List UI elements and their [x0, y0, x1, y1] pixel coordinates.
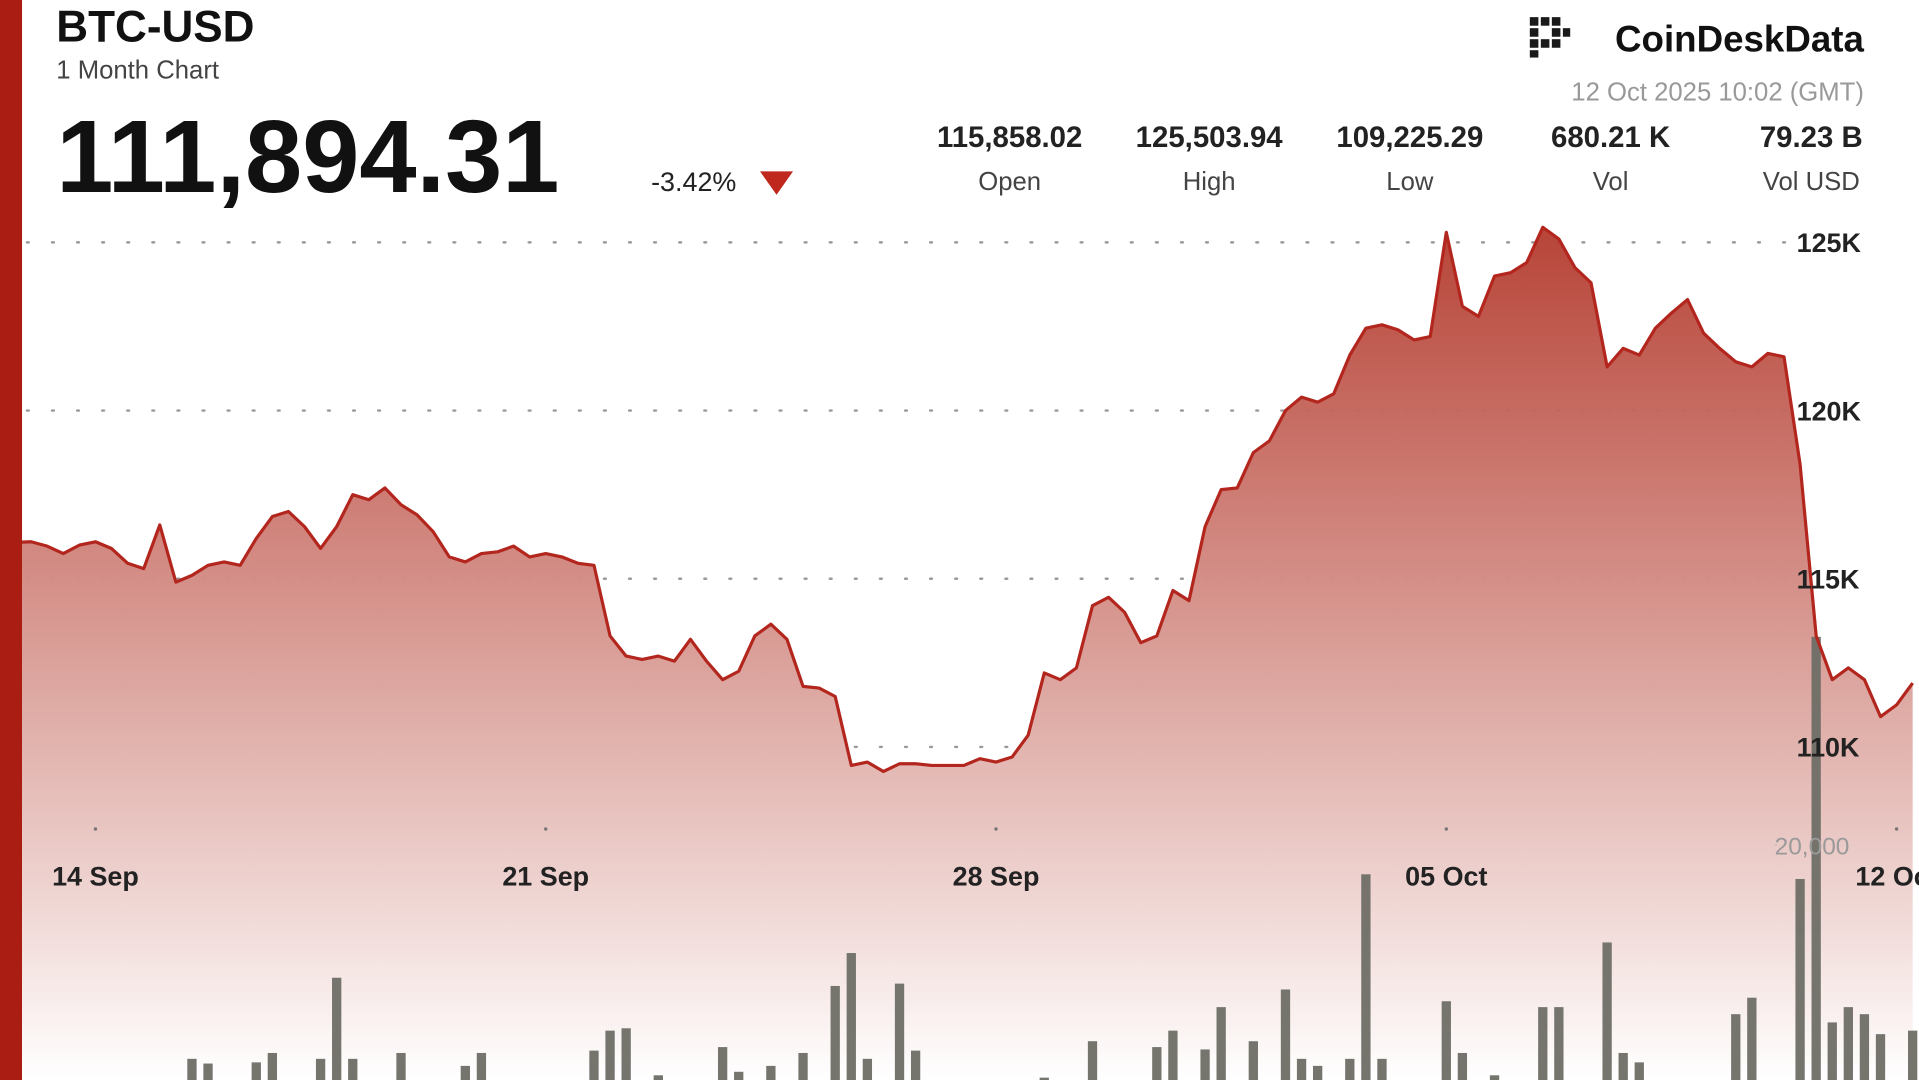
volume-bar	[605, 1030, 615, 1080]
volume-bar	[1489, 1075, 1500, 1080]
y-tick-label: 120K	[1797, 396, 1862, 426]
volume-bar	[862, 1058, 873, 1080]
volume-bar	[332, 977, 342, 1080]
volume-bar	[187, 1058, 197, 1080]
volume-bar	[1859, 1014, 1870, 1080]
volume-bar	[1554, 1007, 1564, 1080]
logo-text: CoinDeskData	[1615, 18, 1864, 59]
x-tick-label: 21 Sep	[502, 861, 589, 891]
volume-bar	[267, 1052, 278, 1080]
x-tick-dot	[93, 827, 98, 831]
volume-bar	[1312, 1065, 1323, 1080]
price-line	[22, 225, 1914, 774]
volume-bar	[348, 1058, 358, 1080]
volume-bar	[1875, 1034, 1886, 1080]
stat-value: 109,225.29	[1336, 121, 1483, 154]
price-area	[22, 227, 1913, 1080]
ticker: BTC-USD	[56, 3, 254, 52]
volume-bar	[1634, 1062, 1644, 1080]
volume-bar	[1296, 1058, 1307, 1080]
volume-bar	[1280, 989, 1291, 1080]
x-tick-dot	[994, 827, 998, 831]
volume-bar	[734, 1071, 744, 1080]
y-tick-label: 125K	[1797, 228, 1862, 258]
volume-bar	[1731, 1014, 1741, 1080]
x-tick-label: 28 Sep	[953, 861, 1040, 891]
volume-bar	[1538, 1007, 1548, 1080]
volume-bar	[1457, 1052, 1468, 1080]
volume-bar	[1168, 1030, 1178, 1080]
volume-bar	[1827, 1022, 1837, 1080]
volume-bar	[798, 1052, 808, 1080]
volume-bar	[830, 985, 840, 1080]
volume-bar	[589, 1050, 599, 1080]
volume-bar	[766, 1065, 776, 1080]
stat-label: High	[1183, 168, 1236, 196]
volume-bar	[653, 1075, 663, 1080]
price: 111,894.31	[56, 99, 559, 214]
accent-bar	[0, 0, 23, 1080]
stat-value: 125,503.94	[1136, 121, 1284, 154]
stat-value: 115,858.02	[937, 121, 1082, 154]
volume-bar	[1377, 1058, 1387, 1080]
header: BTC-USD 1 Month Chart 111,894.31 -3.42% …	[56, 3, 1864, 215]
x-tick-label: 05 Oct	[1405, 861, 1487, 891]
volume-bar	[1441, 1001, 1451, 1080]
y-tick-label: 115K	[1797, 565, 1860, 595]
volume-bar	[1248, 1041, 1258, 1080]
volume-bar	[910, 1050, 921, 1080]
volume-bar	[1216, 1007, 1226, 1080]
x-tick-label: 12 Oct	[1855, 861, 1919, 891]
volume-bar	[1811, 636, 1821, 1080]
y2-tick-label: 20,000	[1775, 834, 1850, 861]
volume-bar	[1908, 1030, 1918, 1080]
volume-bar	[476, 1052, 487, 1080]
volume-bar	[717, 1047, 728, 1080]
volume-bar	[251, 1062, 261, 1080]
stat-label: Vol USD	[1763, 168, 1860, 196]
stat-label: Open	[978, 168, 1041, 196]
volume-bar	[460, 1065, 470, 1080]
x-tick-label: 14 Sep	[52, 861, 139, 891]
volume-bar	[1087, 1041, 1098, 1080]
stat-value: 79.23 B	[1760, 121, 1863, 154]
volume-bar	[396, 1052, 406, 1080]
x-tick-dot	[1894, 827, 1899, 831]
volume-bar	[1152, 1047, 1162, 1080]
change: -3.42%	[651, 167, 736, 197]
volume-bar	[1843, 1007, 1853, 1080]
volume-bar	[894, 983, 905, 1080]
volume-bar	[846, 953, 856, 1080]
volume-bar	[1602, 942, 1612, 1080]
volume-bar	[1795, 878, 1805, 1080]
volume-bar	[1039, 1077, 1049, 1080]
y-tick-label: 110K	[1797, 733, 1860, 763]
volume-bar	[621, 1028, 631, 1080]
subtitle: 1 Month Chart	[56, 56, 219, 84]
volume-bar	[1618, 1052, 1628, 1080]
volume-bar	[203, 1063, 213, 1080]
volume-bar	[315, 1058, 326, 1080]
volume-bar	[1747, 997, 1757, 1080]
stat-value: 680.21 K	[1551, 121, 1670, 154]
stat-label: Vol	[1593, 168, 1629, 196]
volume-bar	[1345, 1058, 1355, 1080]
down-arrow	[760, 171, 794, 195]
volume-bar	[1361, 874, 1371, 1080]
stat-label: Low	[1386, 168, 1434, 196]
x-tick-dot	[1444, 827, 1449, 831]
plot: 110K 115K 120K 125K 20,000 14 Sep 21 Sep 28 Sep…	[22, 225, 1919, 1080]
volume-bar	[1200, 1049, 1210, 1080]
x-tick-dot	[544, 827, 548, 831]
timestamp: 12 Oct 2025 10:02 (GMT)	[1571, 78, 1864, 106]
logo-icon	[1529, 17, 1571, 58]
